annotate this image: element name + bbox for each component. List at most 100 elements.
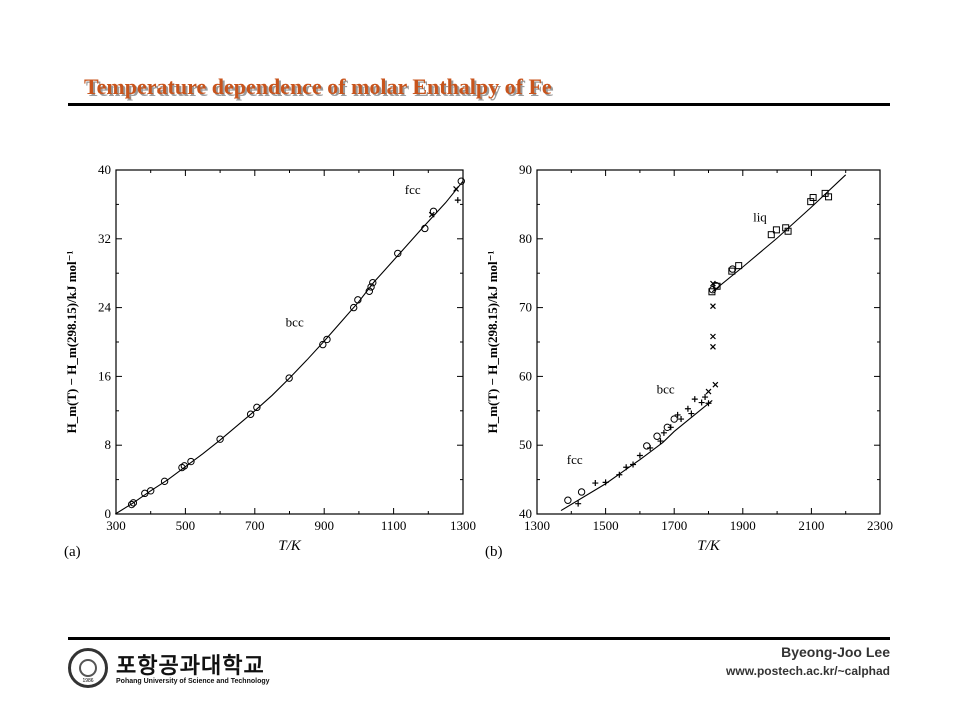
seal-inner-ring	[79, 659, 97, 677]
data-point-plus	[623, 464, 630, 471]
data-point-circle	[457, 177, 465, 185]
panel-label: (b)	[485, 544, 503, 560]
x-tick-label: 1300	[524, 518, 550, 533]
data-point-square	[728, 267, 736, 275]
data-point-circle	[367, 283, 375, 291]
data-point-plus	[705, 400, 712, 407]
slide-title: Temperature dependence of molar Enthalpy…	[84, 74, 552, 99]
data-point-plus	[667, 424, 674, 431]
data-point-plus	[616, 471, 623, 478]
data-point-circle	[564, 496, 572, 504]
data-point-square	[807, 198, 815, 206]
data-point-cross	[710, 303, 716, 310]
logo-korean-name: 포항공과대학교	[116, 654, 265, 679]
university-logo: 1986 포항공과대학교 Pohang University of Scienc…	[68, 648, 308, 692]
y-tick-label: 40	[519, 506, 532, 521]
x-tick-label: 2100	[798, 518, 824, 533]
plot-frame	[536, 169, 881, 515]
logo-english-name: Pohang University of Science and Technol…	[116, 678, 270, 685]
data-point-cross	[428, 211, 435, 218]
data-point-square	[713, 282, 721, 290]
data-point-plus	[636, 452, 643, 459]
data-point-plus	[454, 197, 461, 204]
data-point-square	[809, 194, 817, 202]
x-tick-label: 300	[106, 518, 126, 533]
y-tick-label: 50	[519, 437, 532, 452]
data-point-square	[784, 227, 792, 235]
data-point-cross	[710, 280, 716, 287]
y-tick-label: 70	[519, 300, 532, 315]
data-point-plus	[674, 411, 681, 418]
chart-panel-b: 1300 1500 1700 1900 2100 2300 40 50 60 70 80 90 T/K H…	[485, 162, 893, 560]
x-tick-label: 700	[245, 518, 265, 533]
data-point-circle	[323, 335, 331, 344]
data-point-cross	[710, 333, 716, 340]
data-point-circle	[147, 487, 155, 495]
fit-curve	[115, 180, 464, 515]
data-point-plus	[702, 394, 709, 401]
data-point-circle	[253, 403, 261, 412]
data-point-circle	[429, 207, 438, 215]
data-point-plus	[602, 479, 609, 486]
y-tick-label: 60	[519, 368, 532, 383]
data-point-plus	[684, 405, 691, 412]
data-point-plus	[657, 438, 664, 445]
data-point-circle	[180, 462, 189, 470]
data-point-circle	[216, 435, 224, 443]
data-point-circle	[319, 340, 327, 349]
x-tick-label: 1100	[381, 518, 407, 533]
phase-label-fcc: fcc	[567, 452, 583, 467]
title-rule	[68, 103, 890, 106]
data-point-plus	[678, 416, 685, 423]
data-point-circle	[670, 415, 678, 423]
data-point-square	[735, 262, 743, 270]
x-tick-label: 500	[176, 518, 196, 533]
x-axis-label: T/K	[697, 538, 721, 554]
seal-year: 1986	[82, 678, 94, 684]
university-seal-icon: 1986	[68, 648, 108, 688]
data-point-circle	[394, 249, 402, 258]
data-point-cross	[712, 381, 719, 388]
data-point-square	[772, 226, 780, 234]
phase-label-bcc: bcc	[286, 315, 304, 330]
y-tick-label: 40	[98, 162, 111, 177]
phase-label-bcc: bcc	[657, 382, 675, 397]
y-axis-label: H_m(T) − H_m(298.15)/kJ mol⁻¹	[64, 250, 79, 433]
data-point-square	[767, 231, 775, 239]
data-point-plus	[688, 410, 695, 417]
author-url: www.postech.ac.kr/~calphad	[726, 664, 890, 678]
y-tick-label: 8	[105, 437, 112, 452]
data-point-plus	[630, 461, 637, 468]
x-axis-label: T/K	[278, 538, 302, 554]
y-axis-label: H_m(T) − H_m(298.15)/kJ mol⁻¹	[485, 250, 500, 433]
data-point-circle	[369, 278, 377, 287]
data-point-plus	[660, 429, 667, 436]
x-tick-label: 1700	[661, 518, 687, 533]
y-tick-label: 0	[105, 506, 112, 521]
phase-label-liq: liq	[753, 210, 767, 225]
data-point-circle	[129, 499, 138, 507]
data-point-plus	[691, 396, 698, 403]
y-tick-label: 32	[98, 231, 111, 246]
data-point-circle	[421, 224, 429, 233]
data-point-cross	[710, 343, 716, 350]
plot-frame	[115, 169, 464, 515]
data-point-circle	[365, 287, 374, 295]
data-point-cross	[453, 185, 459, 192]
data-point-circle	[354, 296, 362, 304]
data-point-plus	[647, 444, 654, 451]
data-point-cross	[705, 388, 712, 395]
x-tick-label: 2300	[867, 518, 893, 533]
data-point-circle	[141, 489, 149, 498]
data-point-plus	[592, 480, 599, 487]
data-point-square	[825, 193, 833, 201]
y-tick-label: 80	[519, 231, 532, 246]
data-point-circle	[187, 457, 195, 466]
chart-panel-a: 300 500 700 900 1100 1300 0 8 16 24 32 40 T/K H_m(T) …	[64, 162, 476, 560]
data-point-circle	[246, 410, 255, 418]
data-point-circle	[349, 303, 358, 312]
x-tick-label: 1300	[450, 518, 476, 533]
author-name: Byeong-Joo Lee	[781, 644, 890, 660]
data-point-circle	[577, 488, 586, 496]
